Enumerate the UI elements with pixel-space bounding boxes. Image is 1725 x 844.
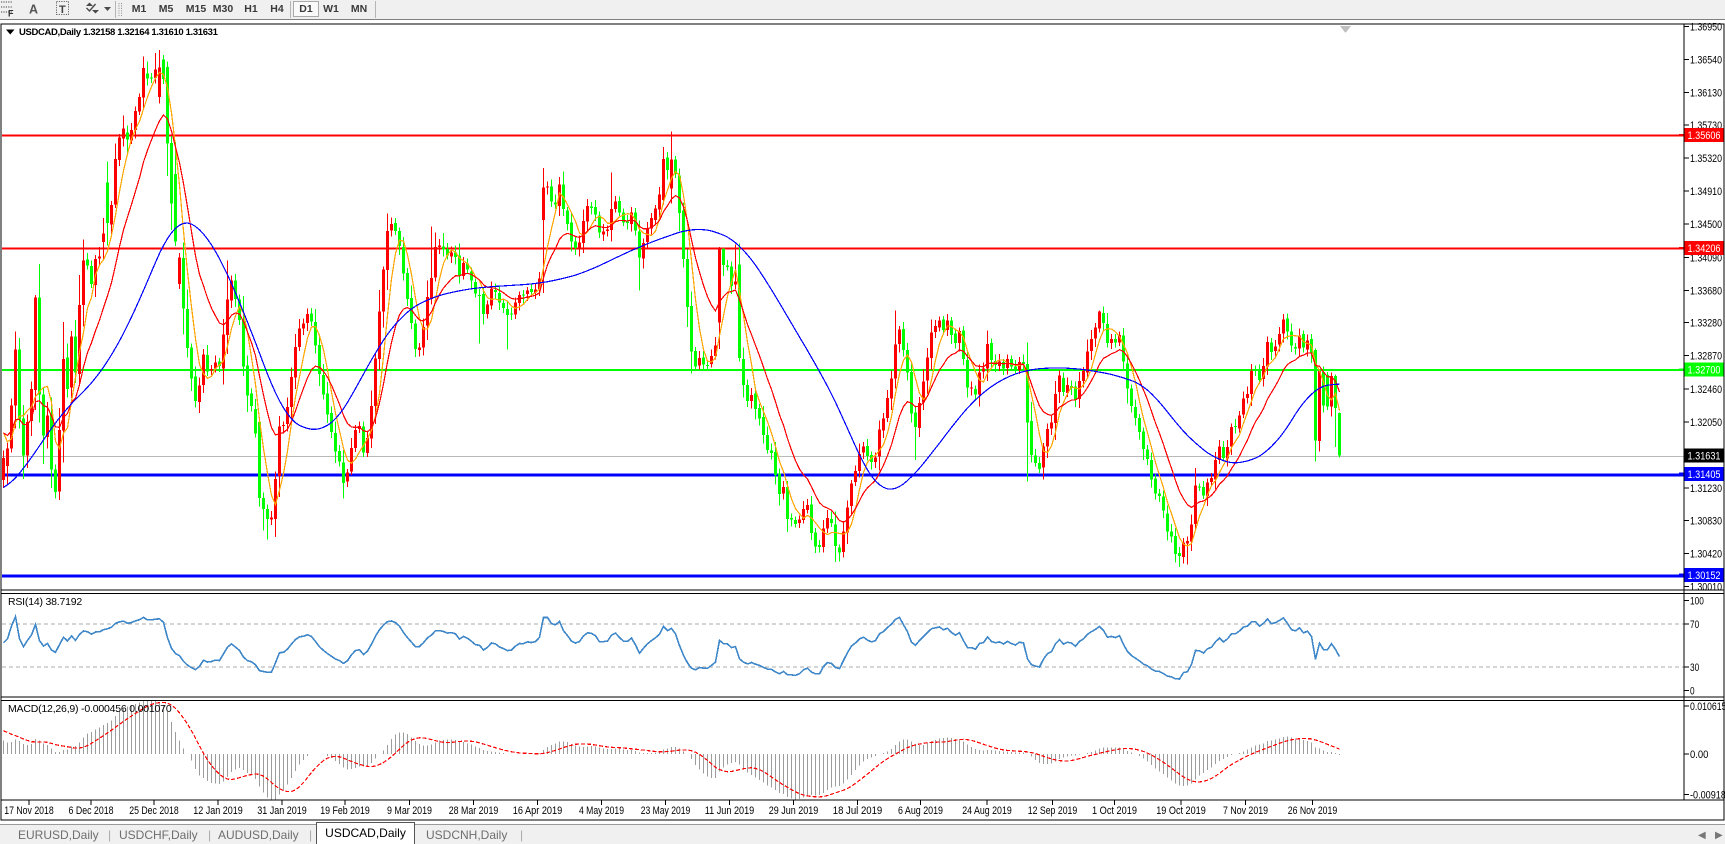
svg-text:25 Dec 2018: 25 Dec 2018 <box>129 805 179 817</box>
svg-text:6 Aug 2019: 6 Aug 2019 <box>898 805 943 817</box>
svg-text:T: T <box>59 4 66 16</box>
svg-text:1.32700: 1.32700 <box>1688 364 1721 376</box>
svg-text:23 May 2019: 23 May 2019 <box>641 805 691 817</box>
svg-text:1.31230: 1.31230 <box>1690 483 1722 495</box>
svg-text:1.35320: 1.35320 <box>1690 153 1722 165</box>
svg-text:1.34090: 1.34090 <box>1690 252 1722 264</box>
svg-text:17 Nov 2018: 17 Nov 2018 <box>4 805 54 817</box>
svg-text:11 Jun 2019: 11 Jun 2019 <box>705 805 755 817</box>
svg-text:1.30152: 1.30152 <box>1688 570 1721 582</box>
svg-text:28 Mar 2019: 28 Mar 2019 <box>449 805 499 817</box>
svg-text:0.00: 0.00 <box>1690 749 1708 761</box>
svg-text:F: F <box>8 9 14 19</box>
svg-text:18 Jul 2019: 18 Jul 2019 <box>833 805 883 817</box>
svg-text:29 Jun 2019: 29 Jun 2019 <box>769 805 819 817</box>
svg-text:1.33680: 1.33680 <box>1690 285 1722 297</box>
svg-text:26 Nov 2019: 26 Nov 2019 <box>1288 805 1338 817</box>
svg-text:6 Dec 2018: 6 Dec 2018 <box>69 805 114 817</box>
svg-text:1.36540: 1.36540 <box>1690 55 1722 67</box>
svg-text:1.34500: 1.34500 <box>1690 219 1722 231</box>
svg-text:16 Apr 2019: 16 Apr 2019 <box>513 805 563 817</box>
svg-text:1.33280: 1.33280 <box>1690 318 1722 330</box>
svg-text:19 Oct 2019: 19 Oct 2019 <box>1156 805 1206 817</box>
svg-text:0: 0 <box>1690 686 1695 698</box>
svg-text:1.34206: 1.34206 <box>1688 243 1721 255</box>
svg-text:12 Sep 2019: 12 Sep 2019 <box>1028 805 1078 817</box>
svg-text:12 Jan 2019: 12 Jan 2019 <box>193 805 243 817</box>
svg-text:100: 100 <box>1690 596 1704 608</box>
svg-text:70: 70 <box>1690 619 1699 631</box>
svg-text:1.32460: 1.32460 <box>1690 384 1722 396</box>
svg-text:-0.0091825: -0.0091825 <box>1690 790 1725 802</box>
svg-text:24 Aug 2019: 24 Aug 2019 <box>962 805 1012 817</box>
svg-text:31 Jan 2019: 31 Jan 2019 <box>257 805 307 817</box>
svg-text:1.36950: 1.36950 <box>1690 22 1722 34</box>
svg-text:1.30010: 1.30010 <box>1690 581 1722 593</box>
svg-text:1.36130: 1.36130 <box>1690 88 1722 100</box>
svg-text:7 Nov 2019: 7 Nov 2019 <box>1223 805 1268 817</box>
svg-text:1.30830: 1.30830 <box>1690 515 1722 527</box>
svg-text:A: A <box>29 3 38 17</box>
svg-text:1.32870: 1.32870 <box>1690 351 1722 363</box>
svg-text:30: 30 <box>1690 662 1699 674</box>
svg-text:1.30420: 1.30420 <box>1690 548 1722 560</box>
svg-text:4 May 2019: 4 May 2019 <box>579 805 624 817</box>
svg-text:1.34910: 1.34910 <box>1690 186 1722 198</box>
svg-text:1 Oct 2019: 1 Oct 2019 <box>1092 805 1137 817</box>
svg-text:1.35606: 1.35606 <box>1688 130 1721 142</box>
svg-text:1.32050: 1.32050 <box>1690 417 1722 429</box>
svg-text:1.31631: 1.31631 <box>1688 451 1721 463</box>
svg-text:9 Mar 2019: 9 Mar 2019 <box>387 805 432 817</box>
svg-text:1.31405: 1.31405 <box>1688 469 1721 481</box>
svg-text:19 Feb 2019: 19 Feb 2019 <box>320 805 370 817</box>
